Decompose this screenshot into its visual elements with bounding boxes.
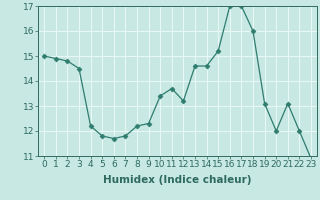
X-axis label: Humidex (Indice chaleur): Humidex (Indice chaleur) — [103, 175, 252, 185]
